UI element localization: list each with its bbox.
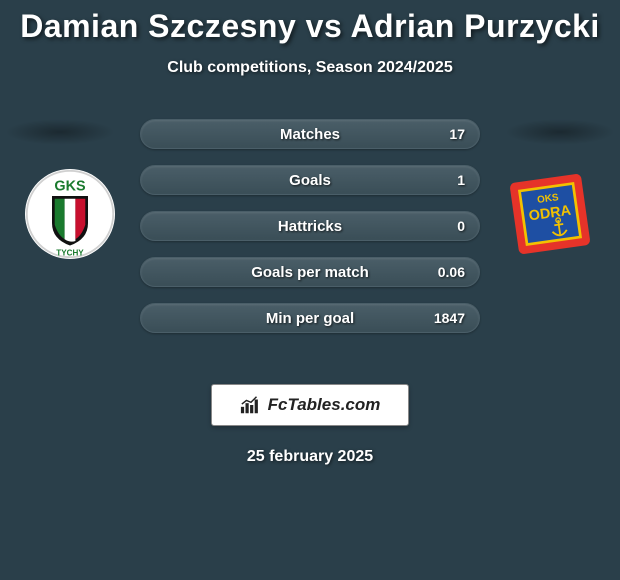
badge-left-top-text: GKS bbox=[54, 179, 86, 195]
page-subtitle: Club competitions, Season 2024/2025 bbox=[0, 59, 620, 77]
comparison-panel: GKS TYCHY OKS ODRA Matc bbox=[0, 119, 620, 379]
stat-value-right: 0 bbox=[457, 218, 465, 234]
footer: FcTables.com 25 february 2025 bbox=[0, 384, 620, 466]
stat-label: Goals bbox=[289, 172, 331, 189]
header: Damian Szczesny vs Adrian Purzycki Club … bbox=[0, 0, 620, 77]
page-title: Damian Szczesny vs Adrian Purzycki bbox=[0, 8, 620, 45]
stat-row-hattricks: Hattricks 0 bbox=[140, 211, 480, 241]
stat-label: Goals per match bbox=[251, 264, 369, 281]
stats-list: Matches 17 Goals 1 Hattricks 0 Goals per… bbox=[140, 119, 480, 349]
team-badge-left: GKS TYCHY bbox=[25, 169, 115, 259]
stat-label: Matches bbox=[280, 126, 340, 143]
player-shadow-left bbox=[5, 119, 115, 145]
brand-text: FcTables.com bbox=[268, 395, 381, 415]
oks-odra-crest-icon: OKS ODRA bbox=[505, 169, 595, 259]
stat-label: Hattricks bbox=[278, 218, 342, 235]
stat-row-goals-per-match: Goals per match 0.06 bbox=[140, 257, 480, 287]
bar-chart-icon bbox=[240, 395, 262, 415]
stat-row-goals: Goals 1 bbox=[140, 165, 480, 195]
stat-value-right: 1847 bbox=[434, 310, 465, 326]
stat-value-right: 17 bbox=[449, 126, 465, 142]
stat-row-matches: Matches 17 bbox=[140, 119, 480, 149]
stat-value-right: 1 bbox=[457, 172, 465, 188]
brand-box: FcTables.com bbox=[211, 384, 410, 426]
badge-left-bottom-text: TYCHY bbox=[56, 248, 84, 257]
gks-tychy-crest-icon: GKS TYCHY bbox=[25, 169, 115, 259]
footer-date: 25 february 2025 bbox=[0, 448, 620, 466]
player-shadow-right bbox=[505, 119, 615, 145]
stat-value-right: 0.06 bbox=[438, 264, 465, 280]
team-badge-right: OKS ODRA bbox=[505, 169, 595, 259]
stat-label: Min per goal bbox=[266, 310, 354, 327]
stat-row-min-per-goal: Min per goal 1847 bbox=[140, 303, 480, 333]
